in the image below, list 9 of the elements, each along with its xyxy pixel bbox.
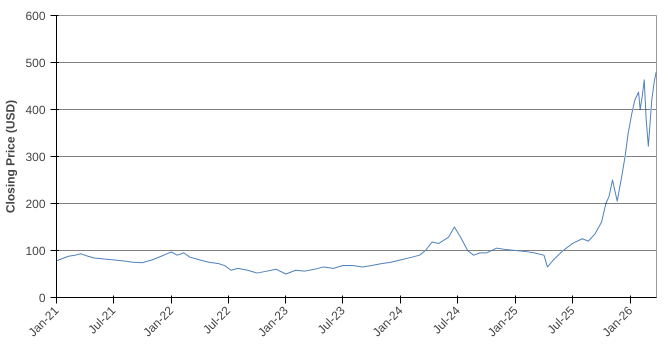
y-tick-label: 400 xyxy=(25,103,46,117)
y-tick-label: 200 xyxy=(25,197,46,211)
y-tick-label: 100 xyxy=(25,244,46,258)
y-axis-title: Closing Price (USD) xyxy=(3,100,18,214)
line-series xyxy=(56,71,656,274)
y-tick-label: 500 xyxy=(25,56,46,70)
y-tick-label: 0 xyxy=(38,291,46,305)
y-tick-label: 300 xyxy=(25,150,46,164)
y-tick-label: 600 xyxy=(25,9,46,23)
